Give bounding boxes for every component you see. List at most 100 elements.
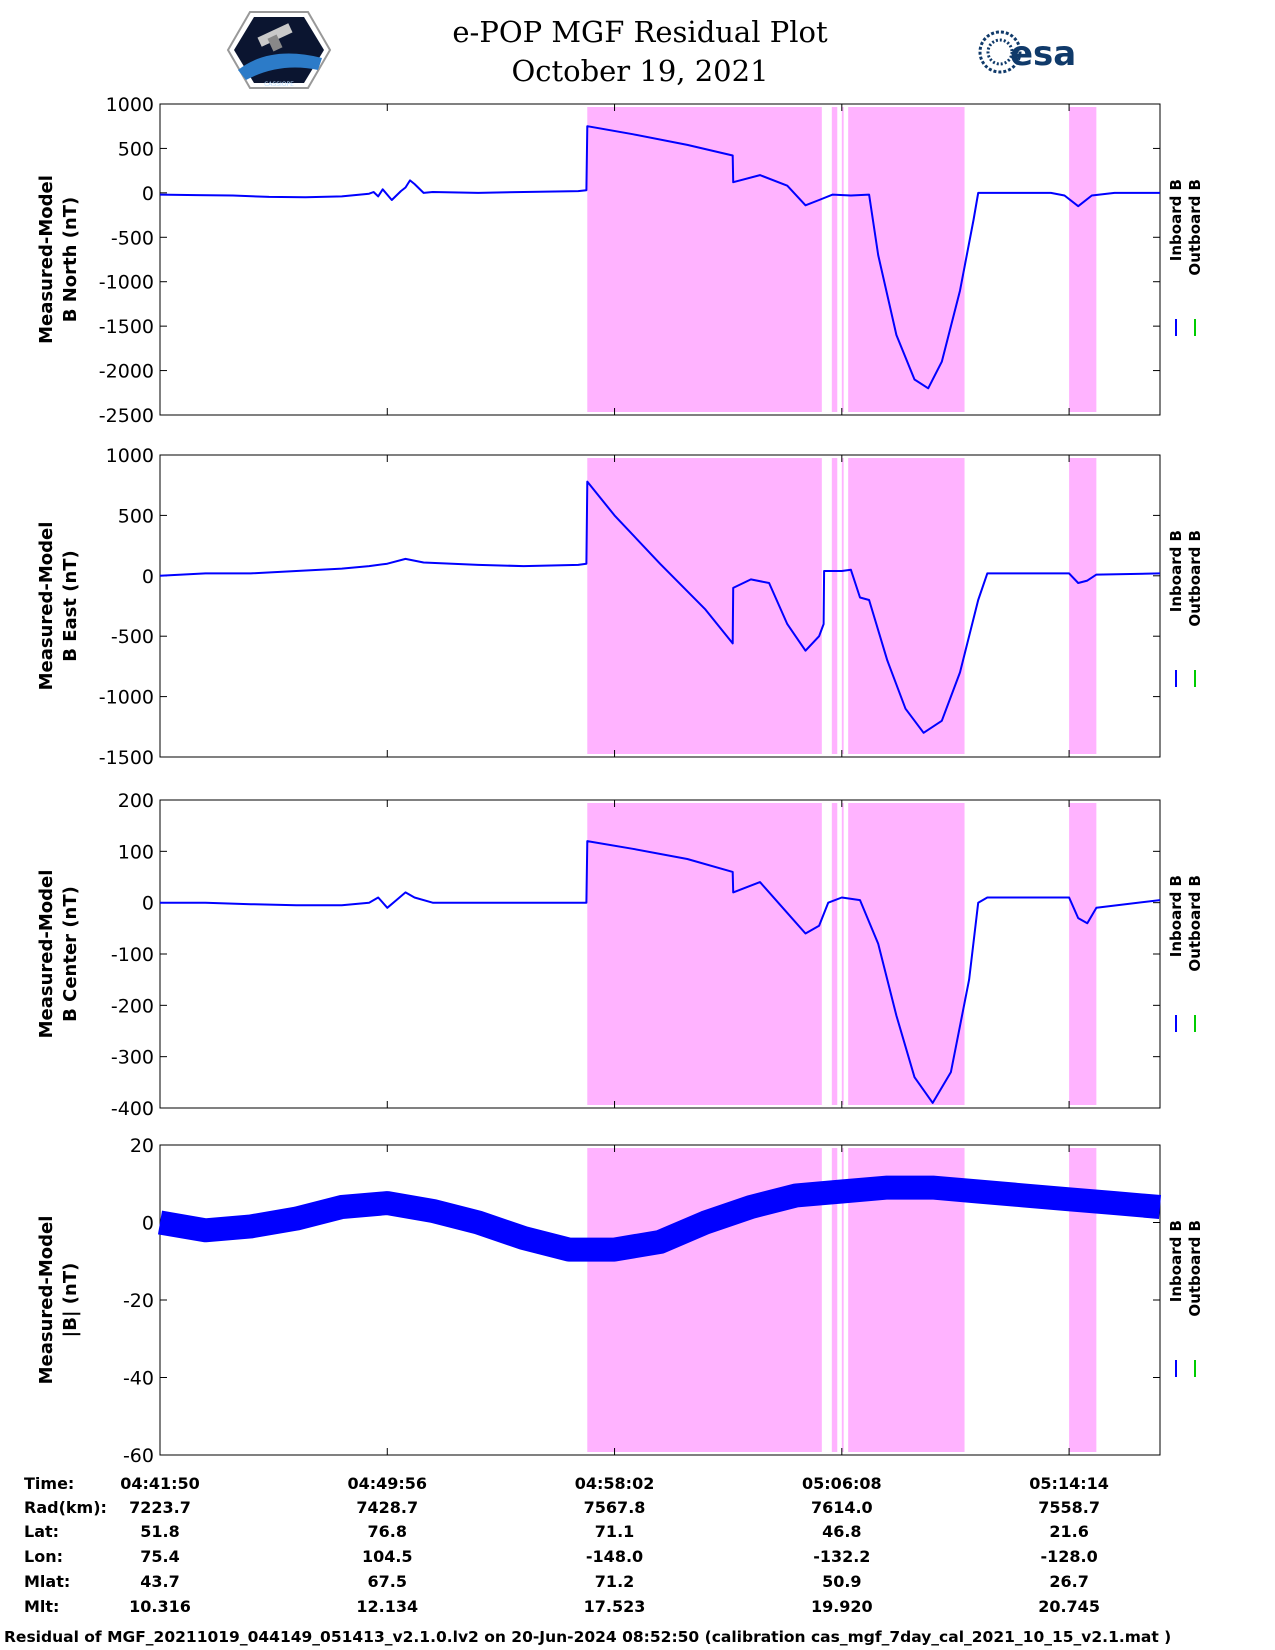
panel-3: 200 100 0 -100 -200 -300 -400 Measured-Model B C…: [36, 790, 1204, 1120]
y-tick-label: -2000: [99, 361, 154, 383]
table-cell: 104.5: [362, 1547, 413, 1566]
y-tick-label: -2500: [99, 405, 154, 427]
series-line-inboard: [157, 1175, 1162, 1262]
table-row-label: Mlat:: [24, 1572, 70, 1591]
shaded-interval: [841, 803, 844, 1105]
table-cell: 17.523: [584, 1597, 646, 1616]
table-cell: -128.0: [1040, 1547, 1097, 1566]
y-tick-label: 1000: [106, 94, 154, 116]
table-cell: 46.8: [822, 1522, 861, 1541]
y-tick-label: 100: [118, 841, 154, 863]
y-tick-label: -100: [111, 944, 154, 966]
series-line-inboard: [159, 480, 1161, 734]
table-cell: 05:14:14: [1029, 1474, 1109, 1493]
shaded-interval: [848, 107, 965, 412]
y-tick-label: 0: [142, 566, 154, 588]
shaded-interval: [831, 107, 838, 412]
shaded-interval: [841, 1148, 844, 1452]
table-cell: 67.5: [368, 1572, 407, 1591]
table-cell: 7614.0: [811, 1498, 873, 1517]
shaded-interval: [1069, 803, 1097, 1105]
table-row-label: Lat:: [24, 1522, 59, 1541]
table-row-label: Rad(km):: [24, 1498, 107, 1517]
table-cell: 71.1: [595, 1522, 634, 1541]
table-cell: 7558.7: [1038, 1498, 1100, 1517]
table-cell: 12.134: [356, 1597, 418, 1616]
shaded-interval: [831, 458, 838, 754]
shaded-interval: [848, 458, 965, 754]
table-cell: 10.316: [129, 1597, 191, 1616]
legend-label: Outboard B: [1186, 1220, 1204, 1317]
y-tick-label: -200: [111, 995, 154, 1017]
y-tick-label: -300: [111, 1047, 154, 1069]
table-cell: -148.0: [586, 1547, 643, 1566]
table-cell: 7428.7: [356, 1498, 418, 1517]
panel-2: 1000 500 0 -500 -1000 -1500 Measured-Model B Ea…: [36, 445, 1204, 769]
y-axis-label-line2: B East (nT): [60, 550, 81, 662]
panel-4: 20 0 -20 -40 -60 Measured-Model |B| (nT) Inboar…: [36, 1135, 1204, 1467]
y-tick-label: -500: [111, 227, 154, 249]
y-tick-label: 500: [118, 138, 154, 160]
legend-label: Outboard B: [1186, 875, 1204, 972]
shaded-interval: [841, 107, 844, 412]
legend-label: Inboard B: [1167, 530, 1185, 612]
y-tick-label: -1500: [99, 747, 154, 769]
logo-text: CASSIOPE: [264, 81, 294, 88]
table-cell: 76.8: [368, 1522, 407, 1541]
table-row-label: Time:: [24, 1474, 74, 1493]
axes-frame: [159, 454, 1161, 758]
shaded-interval: [848, 803, 965, 1105]
table-cell: 26.7: [1049, 1572, 1088, 1591]
y-tick-label: -1000: [99, 272, 154, 294]
y-tick-label: 0: [142, 1213, 154, 1235]
legend: Inboard B Outboard B: [1167, 875, 1204, 1032]
y-tick-label: -40: [123, 1368, 154, 1390]
table-cell: 05:06:08: [802, 1474, 882, 1493]
y-axis-label-line1: Measured-Model: [36, 175, 57, 344]
table-cell: 51.8: [140, 1522, 179, 1541]
table-cell: 7567.8: [584, 1498, 646, 1517]
orbit-table: Time: Rad(km): Lat: Lon: Mlat: Mlt: 04:41:50 72…: [24, 1474, 1109, 1616]
y-tick-label: 1000: [106, 445, 154, 467]
table-cell: 7223.7: [129, 1498, 191, 1517]
table-row-label: Mlt:: [24, 1597, 59, 1616]
y-tick-label: -500: [111, 626, 154, 648]
table-cell: 20.745: [1038, 1597, 1100, 1616]
shaded-interval: [841, 458, 844, 754]
chart-subtitle: October 19, 2021: [511, 54, 768, 88]
y-axis-label: Measured-Model B East (nT): [36, 522, 81, 691]
legend: Inboard B Outboard B: [1167, 179, 1204, 336]
legend-label: Inboard B: [1167, 179, 1185, 261]
plot-panels: 10005000-500-1000-1500-2000-2500Measured…: [36, 94, 1204, 1467]
y-tick-label: -400: [111, 1098, 154, 1120]
y-axis-label: Measured-Model |B| (nT): [36, 1216, 81, 1385]
table-cell: 75.4: [140, 1547, 179, 1566]
y-tick-label: 20: [130, 1135, 154, 1157]
table-row-label: Lon:: [24, 1547, 63, 1566]
y-axis-label: Measured-Model B Center (nT): [36, 870, 81, 1039]
y-tick-label: -60: [123, 1445, 154, 1467]
table-cell: 04:58:02: [575, 1474, 655, 1493]
y-axis-label-line1: Measured-Model: [36, 1216, 57, 1385]
chart-title: e-POP MGF Residual Plot: [452, 15, 828, 49]
legend-label: Inboard B: [1167, 1220, 1185, 1302]
table-cell: 50.9: [822, 1572, 861, 1591]
y-axis-label-line2: B North (nT): [60, 197, 81, 323]
y-axis-label-line1: Measured-Model: [36, 522, 57, 691]
table-cell: 04:49:56: [347, 1474, 427, 1493]
y-tick-label: 200: [118, 790, 154, 812]
y-tick-label: 0: [142, 183, 154, 205]
y-tick-label: 500: [118, 505, 154, 527]
y-axis-label-line2: B Center (nT): [60, 886, 81, 1022]
shaded-interval: [587, 803, 822, 1105]
table-cell: 43.7: [140, 1572, 179, 1591]
table-cell: 21.6: [1049, 1522, 1088, 1541]
y-tick-label: -1000: [99, 687, 154, 709]
legend-label: Outboard B: [1186, 179, 1204, 276]
y-axis-label-line2: |B| (nT): [60, 1263, 81, 1338]
panel-1: 1000 500 0 -500 -1000 -1500 -2000 -2500 Measured…: [36, 94, 1204, 427]
y-tick-label: -20: [123, 1290, 154, 1312]
legend: Inboard B Outboard B: [1167, 1220, 1204, 1377]
series-line-inboard: [160, 840, 1161, 1104]
table-cell: 71.2: [595, 1572, 634, 1591]
